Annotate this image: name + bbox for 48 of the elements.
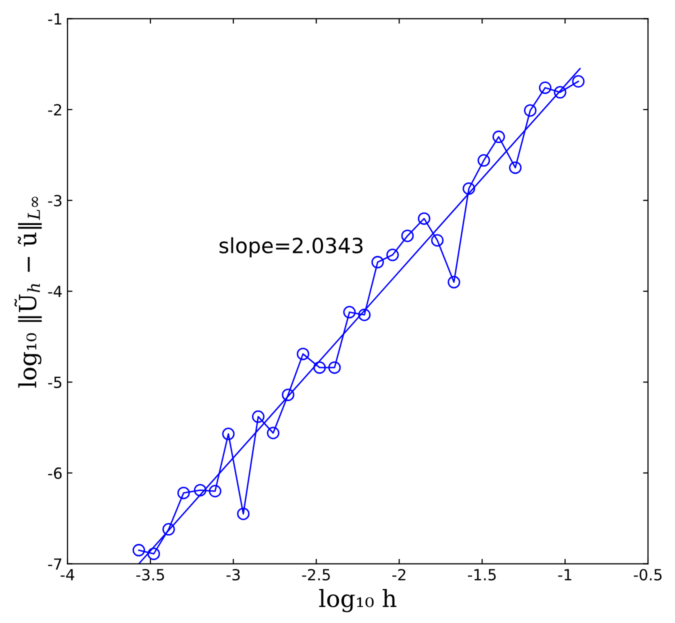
annotation: slope=2.0343: [220, 237, 363, 258]
y-tick-label: -2: [48, 104, 62, 116]
point: [418, 212, 430, 225]
point: [237, 508, 250, 520]
point: [266, 426, 280, 440]
point: [509, 161, 522, 174]
point: [358, 308, 371, 322]
point: [296, 348, 310, 360]
y-tick-label: -4: [48, 286, 62, 298]
point: [431, 234, 444, 247]
x-axis-title: log₁₀ h: [319, 589, 396, 612]
y-tick-label: -1: [48, 13, 62, 24]
point: [208, 484, 222, 498]
point: [313, 361, 326, 374]
x-tick-label: -2.5: [302, 568, 330, 580]
point: [282, 388, 294, 402]
y-tick-label: -7: [48, 558, 62, 570]
y-axis-title: log₁₀ ‖Ũ$_{h}$ − ũ‖$_{L∞}$: [14, 196, 42, 388]
point: [147, 548, 160, 560]
point: [222, 428, 235, 440]
point: [524, 104, 536, 117]
y-tick-label: -3: [48, 194, 62, 206]
x-tick-label: -4: [60, 569, 74, 580]
point: [252, 410, 264, 423]
point: [386, 248, 399, 262]
point: [554, 86, 566, 99]
point: [343, 306, 356, 318]
point: [401, 230, 414, 242]
y-tick-label: -6: [48, 467, 62, 479]
point: [538, 81, 552, 94]
point: [177, 486, 190, 500]
point: [448, 276, 460, 288]
y-tick-label: -5: [48, 376, 62, 388]
x-tick-label: -1.5: [468, 569, 496, 580]
x-tick-label: -2: [392, 568, 406, 580]
x-tick-label: -1: [558, 569, 572, 580]
point: [328, 361, 341, 374]
point: [572, 75, 585, 88]
x-tick-label: -3: [226, 568, 240, 580]
x-tick-label: -3.5: [136, 568, 164, 580]
point: [462, 182, 476, 195]
x-tick-label: -0.5: [634, 568, 662, 580]
point: [162, 523, 175, 536]
point: [132, 544, 146, 556]
point: [194, 484, 206, 496]
point: [371, 256, 384, 268]
point: [492, 130, 505, 144]
point: [478, 154, 490, 167]
